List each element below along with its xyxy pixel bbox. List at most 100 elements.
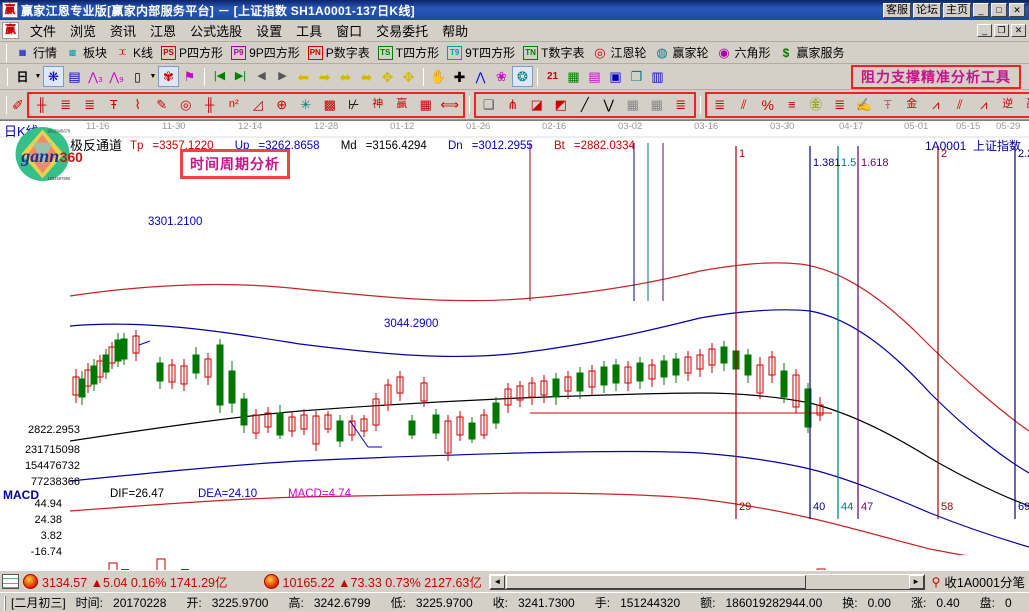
menu-item-help[interactable]: 帮助 [442, 24, 469, 39]
pen-tool-icon[interactable]: ✐ [12, 96, 24, 113]
period-dropdown-caret-icon[interactable]: ▼ [34, 73, 42, 80]
fan-lines-icon[interactable]: ⋔ [507, 97, 519, 112]
sr-cross-icon[interactable]: Ŧ [883, 97, 892, 112]
prev-icon[interactable]: ◀ [257, 70, 266, 82]
sr-nai-icon[interactable]: 逆 [1002, 98, 1014, 110]
gann-star-icon[interactable]: ✳ [300, 97, 312, 112]
copy-icon[interactable]: ❐ [630, 69, 643, 84]
channel-icon[interactable]: ⋁ [603, 97, 615, 112]
tick-data-label[interactable]: 收1A0001分笔 [944, 576, 1025, 590]
gann-shen-icon[interactable]: 神 [372, 98, 384, 110]
scroll-right-icon[interactable]: ► [908, 574, 924, 589]
hand-tool-icon[interactable]: ✋ [430, 69, 447, 84]
sr-percent-lines-icon[interactable]: ≡ [787, 97, 796, 112]
gann-mark-icon[interactable]: ⊬ [348, 97, 360, 112]
menu-item-news[interactable]: 资讯 [110, 24, 137, 39]
gann-web-icon[interactable]: ▩ [323, 97, 336, 112]
scroll-left-icon[interactable]: ◄ [489, 574, 505, 589]
module-service[interactable]: $ 赢家服务 [775, 44, 849, 61]
gann-fan-icon[interactable]: ✾ [158, 66, 179, 87]
gann-n2-icon[interactable]: n² [228, 98, 239, 110]
sr-gold-icon[interactable]: 金 [906, 98, 918, 110]
minimize-icon[interactable]: _ [973, 3, 989, 17]
sh-index-quote[interactable]: 3134.57 ▲5.04 0.16% 1741.29亿 [42, 576, 228, 590]
mdi-minimize-icon[interactable]: _ [977, 24, 992, 37]
calendar-icon[interactable]: 21 [546, 70, 559, 82]
period-select-button[interactable]: 日 [16, 69, 29, 84]
zigzag-icon[interactable]: ⋀ [475, 69, 486, 84]
draw-tools-icon[interactable]: ❀ [496, 69, 507, 84]
sr-pen-icon[interactable]: ✍ [855, 97, 872, 112]
sr-gold-slope-icon[interactable]: ⩘ [980, 97, 988, 112]
sr-levels-icon[interactable]: ≣ [714, 97, 726, 112]
column-dropdown-caret-icon[interactable]: ▼ [149, 73, 157, 80]
menu-item-formula[interactable]: 公式选股 [190, 24, 243, 39]
module-p-table[interactable]: PN P数字表 [304, 44, 374, 61]
next-icon[interactable]: ▶ [278, 70, 287, 82]
sr-ying-icon[interactable]: 赢 [1020, 93, 1029, 117]
calculator-icon[interactable]: ▦ [567, 69, 580, 84]
gann-grid-icon[interactable]: ╫ [37, 97, 47, 112]
customer-service-link[interactable]: 客服 [883, 2, 911, 18]
horizontal-scrollbar[interactable]: ◄ ► [488, 573, 925, 590]
expand-horizontal-icon[interactable]: ⬌ [339, 68, 352, 85]
export-icon[interactable]: ▥ [651, 69, 664, 84]
module-bankuai[interactable]: ▩ 板块 [61, 44, 111, 61]
grid-tool-icon[interactable]: ▦ [626, 97, 639, 112]
menu-item-trade[interactable]: 交易委托 [376, 24, 429, 39]
mdi-close-icon[interactable]: ✕ [1011, 24, 1026, 37]
rect-tool-icon[interactable]: ❏ [482, 97, 495, 112]
module-t-square[interactable]: TS T四方形 [374, 44, 443, 61]
save-icon[interactable]: ▣ [609, 69, 622, 84]
sr-slope-icon[interactable]: ⩘ [932, 97, 940, 112]
mdi-restore-icon[interactable]: ❐ [994, 24, 1009, 37]
parallel-lines-icon[interactable]: ≣ [675, 97, 687, 112]
flag-icon[interactable]: ⚑ [183, 69, 196, 84]
gann-spiral-icon[interactable]: ⌇ [134, 97, 141, 112]
indicator-9-icon[interactable]: ⋀₉ [109, 69, 124, 84]
gann-gold-1-icon[interactable]: ≣ [60, 97, 72, 112]
grid-tool2-icon[interactable]: ▦ [650, 97, 663, 112]
module-kline[interactable]: ⵋ K线 [111, 44, 157, 61]
overlay-net-icon[interactable]: ❋ [43, 66, 64, 87]
module-t-table[interactable]: TN T数字表 [519, 44, 588, 61]
gann-span-icon[interactable]: ⟺ [440, 97, 460, 112]
fib-fan-icon[interactable]: ◪ [530, 97, 543, 112]
maximize-icon[interactable]: □ [991, 3, 1007, 17]
module-9t-square[interactable]: T9 9T四方形 [443, 44, 519, 61]
sr-f-slope-icon[interactable]: ⫽ [956, 97, 963, 112]
fib-area-icon[interactable]: ◩ [554, 97, 567, 112]
gann-circle-icon[interactable]: ◎ [180, 97, 192, 112]
gann-grid2-icon[interactable]: ╫ [205, 97, 215, 112]
first-page-icon[interactable]: |◀ [213, 70, 226, 82]
indicator-3-icon[interactable]: ⋀₃ [88, 69, 103, 84]
sr-percent-fan-icon[interactable]: ⫽ [740, 97, 747, 112]
module-hangqing[interactable]: ▦ 行情 [11, 44, 61, 61]
last-page-icon[interactable]: ▶| [234, 70, 247, 82]
menu-item-settings[interactable]: 设置 [256, 24, 283, 39]
money-flow-icon[interactable]: ❂ [512, 66, 533, 87]
sz-index-quote[interactable]: 10165.22 ▲73.33 0.73% 2127.63亿 [282, 576, 482, 590]
fit-window-icon[interactable]: ✥ [402, 68, 415, 85]
scrollbar-thumb[interactable] [505, 574, 806, 589]
sr-gold-circle-icon[interactable]: ㊎ [809, 97, 823, 112]
trendline-icon[interactable]: ╱ [580, 97, 589, 112]
forum-link[interactable]: 论坛 [913, 2, 941, 18]
gann-f-icon[interactable]: Ŧ [109, 97, 118, 112]
gann-table123-icon[interactable]: ▦ [419, 97, 432, 112]
module-9p-square[interactable]: P9 9P四方形 [227, 44, 304, 61]
notes-icon[interactable]: ▤ [588, 69, 601, 84]
report-icon[interactable]: ▤ [68, 69, 81, 84]
homepage-link[interactable]: 主页 [943, 2, 971, 18]
close-icon[interactable]: ✕ [1009, 3, 1025, 17]
gann-target-icon[interactable]: ⊕ [276, 97, 288, 112]
module-winner-wheel[interactable]: ◍ 赢家轮 [650, 44, 712, 61]
gann-pen-icon[interactable]: ✎ [156, 97, 168, 112]
menu-item-file[interactable]: 文件 [30, 24, 57, 39]
chart-area[interactable]: 日K线 极反通道 Tp =3357.1220 Up =3262.8658 Md =31… [0, 120, 1029, 570]
module-p-square[interactable]: PS P四方形 [157, 44, 227, 61]
module-gann-wheel[interactable]: ◎ 江恩轮 [588, 44, 650, 61]
shift-right-icon[interactable]: ➡ [318, 68, 331, 85]
gann-angle-icon[interactable]: ◿ [252, 97, 263, 112]
menu-item-gann[interactable]: 江恩 [150, 24, 177, 39]
